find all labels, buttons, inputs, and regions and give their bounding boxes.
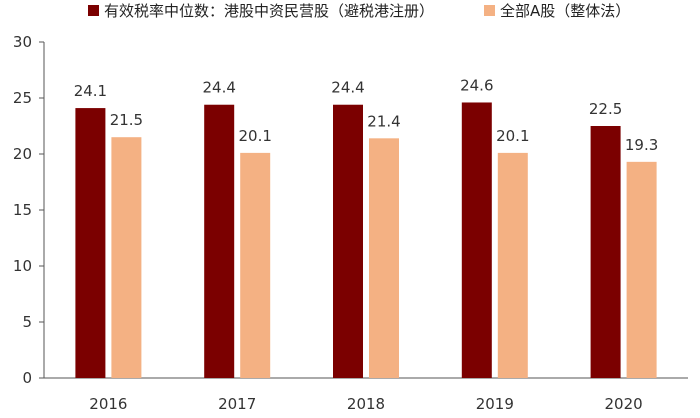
bar-series0-2016 xyxy=(75,108,106,378)
y-tick-label: 10 xyxy=(13,257,32,275)
data-label-series0-2016: 24.1 xyxy=(74,82,107,100)
data-label-series0-2017: 24.4 xyxy=(202,79,235,97)
x-tick-label: 2017 xyxy=(218,395,256,413)
data-label-series0-2018: 24.4 xyxy=(331,79,364,97)
data-label-series1-2016: 21.5 xyxy=(110,111,143,129)
legend-label-all-a-shares: 全部A股（整体法） xyxy=(500,2,630,20)
bar-series0-2017 xyxy=(204,104,235,378)
bar-series0-2020 xyxy=(590,126,621,378)
x-tick-label: 2019 xyxy=(476,395,514,413)
y-tick-label: 30 xyxy=(13,33,32,51)
y-tick-label: 0 xyxy=(22,369,32,387)
x-tick-label: 2020 xyxy=(605,395,643,413)
x-tick-label: 2016 xyxy=(89,395,127,413)
data-label-series0-2020: 22.5 xyxy=(589,100,622,118)
y-axis: 0 5 10 15 20 25 30 xyxy=(13,33,45,387)
x-tick-label: 2018 xyxy=(347,395,385,413)
x-axis: 2016 2017 2018 2019 2020 xyxy=(44,377,688,413)
data-label-series1-2020: 19.3 xyxy=(625,136,658,154)
bar-series1-2019 xyxy=(497,152,528,378)
bar-series0-2019 xyxy=(461,102,492,378)
bar-series1-2017 xyxy=(240,152,271,378)
bar-series1-2018 xyxy=(369,138,399,378)
data-labels: 24.121.524.420.124.421.424.620.122.519.3 xyxy=(74,76,659,153)
legend: 有效税率中位数：港股中资民营股（避税港注册） 全部A股（整体法） xyxy=(88,2,630,20)
bar-series1-2016 xyxy=(111,137,142,378)
y-tick-label: 20 xyxy=(13,145,32,163)
y-tick-label: 15 xyxy=(13,201,32,219)
legend-label-effective-tax-hk: 有效税率中位数：港股中资民营股（避税港注册） xyxy=(104,2,434,20)
bars xyxy=(75,102,657,378)
legend-swatch-effective-tax-hk xyxy=(88,5,99,16)
data-label-series0-2019: 24.6 xyxy=(460,76,493,94)
legend-swatch-all-a-shares xyxy=(484,5,495,16)
bar-series1-2020 xyxy=(626,161,657,378)
bar-series0-2018 xyxy=(333,104,363,378)
data-label-series1-2019: 20.1 xyxy=(496,127,529,145)
y-tick-label: 5 xyxy=(22,313,32,331)
data-label-series1-2017: 20.1 xyxy=(238,127,271,145)
y-tick-label: 25 xyxy=(13,89,32,107)
data-label-series1-2018: 21.4 xyxy=(367,112,400,130)
